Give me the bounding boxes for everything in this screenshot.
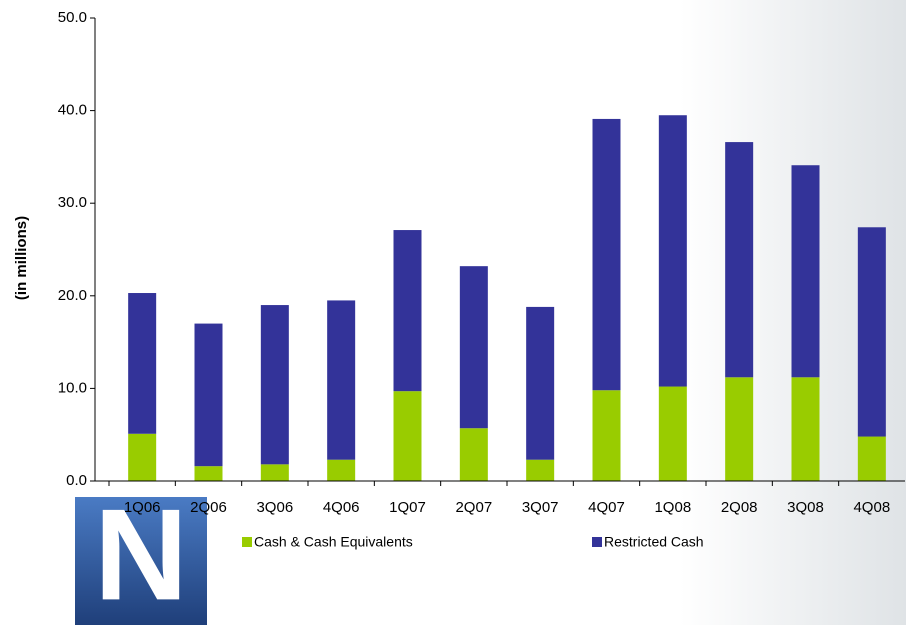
x-tick-label: 3Q06 xyxy=(256,499,293,516)
x-tick-label: 1Q06 xyxy=(124,499,161,516)
y-tick-label: 30.0 xyxy=(58,194,87,211)
bar-segment xyxy=(725,142,754,378)
bar-segment xyxy=(393,230,422,392)
bar-segment xyxy=(592,118,621,391)
bar-segment xyxy=(128,293,157,434)
bar-segment xyxy=(459,266,488,429)
legend-swatch xyxy=(242,537,252,547)
bar-segment xyxy=(725,377,754,481)
x-tick-label: 1Q07 xyxy=(389,499,426,516)
y-tick-label: 20.0 xyxy=(58,287,87,304)
logo-text: N xyxy=(94,481,188,625)
y-axis-label: (in millions) xyxy=(13,216,30,300)
bar-segment xyxy=(260,464,289,481)
x-tick-label: 4Q06 xyxy=(323,499,360,516)
y-tick-label: 50.0 xyxy=(58,9,87,26)
bar-segment xyxy=(459,428,488,481)
y-tick-label: 40.0 xyxy=(58,102,87,119)
y-tick-label: 0.0 xyxy=(66,472,87,489)
bar-segment xyxy=(791,165,820,378)
legend-label: Restricted Cash xyxy=(604,534,704,550)
x-tick-label: 2Q06 xyxy=(190,499,227,516)
bar-segment xyxy=(128,433,157,481)
x-tick-label: 2Q08 xyxy=(721,499,758,516)
bar-segment xyxy=(857,436,886,481)
bar-segment xyxy=(658,115,687,387)
x-tick-label: 1Q08 xyxy=(654,499,691,516)
bar-segment xyxy=(526,306,555,460)
logo-box xyxy=(75,497,207,625)
bar-segment xyxy=(526,459,555,481)
bar-segment xyxy=(327,459,356,481)
bar-segment xyxy=(260,305,289,465)
bar-segment xyxy=(791,377,820,481)
bar-segment xyxy=(393,391,422,481)
logo: N xyxy=(75,481,207,625)
bar-segment xyxy=(194,466,223,481)
x-tick-label: 2Q07 xyxy=(455,499,492,516)
x-tick-label: 3Q07 xyxy=(522,499,559,516)
x-tick-label: 4Q07 xyxy=(588,499,625,516)
bar-segment xyxy=(327,300,356,460)
bar-segment xyxy=(857,227,886,437)
legend-swatch xyxy=(592,537,602,547)
y-tick-label: 10.0 xyxy=(58,379,87,396)
x-tick-label: 3Q08 xyxy=(787,499,824,516)
bar-segment xyxy=(194,323,223,467)
bar-segment xyxy=(658,386,687,481)
bar-segment xyxy=(592,390,621,481)
x-tick-label: 4Q08 xyxy=(853,499,890,516)
legend-label: Cash & Cash Equivalents xyxy=(254,534,413,550)
